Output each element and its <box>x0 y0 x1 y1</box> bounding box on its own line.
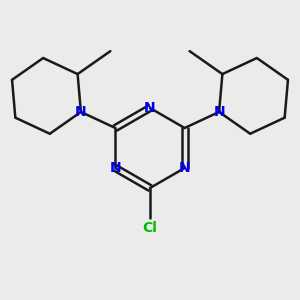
Text: N: N <box>213 105 225 119</box>
Text: N: N <box>144 101 156 115</box>
Text: N: N <box>179 161 190 175</box>
Text: Cl: Cl <box>142 221 158 235</box>
Text: N: N <box>110 161 121 175</box>
Text: N: N <box>75 105 87 119</box>
